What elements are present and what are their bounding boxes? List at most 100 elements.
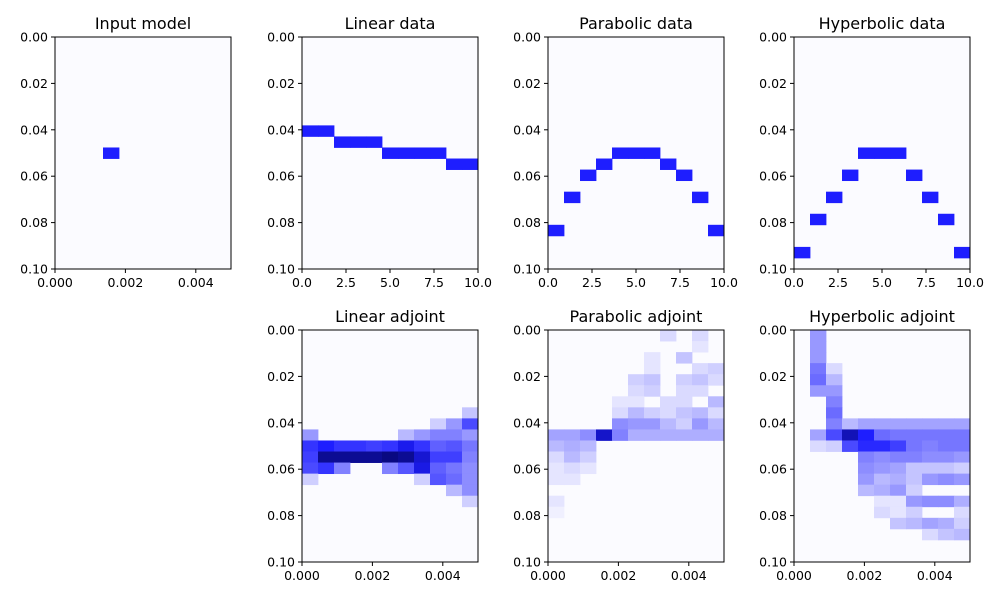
panel-title: Parabolic adjoint: [570, 307, 703, 326]
heatmap-cell-6-24: [874, 429, 891, 441]
heatmap-cell-5-0: [660, 330, 677, 342]
x-tick-label: 0.000: [284, 568, 320, 583]
heatmap-cell-5-44: [676, 429, 693, 441]
heatmap-cell-5-27: [692, 407, 709, 419]
heatmap-cell-6-51: [922, 462, 939, 475]
heatmap-cell-4-27: [398, 451, 415, 463]
y-tick-label: 0.08: [267, 508, 295, 523]
heatmap-cell-3-10: [954, 246, 971, 259]
heatmap-cell-5-7: [708, 363, 725, 375]
y-tick-label: 0.00: [759, 30, 787, 45]
heatmap-cell-6-49: [890, 462, 907, 475]
y-tick-label: 0.02: [267, 369, 295, 384]
y-tick-label: 0.08: [513, 508, 541, 523]
heatmap-cell-6-61: [858, 484, 875, 497]
heatmap-cell-6-3: [810, 363, 827, 375]
heatmap-cell-1-2: [334, 136, 351, 148]
heatmap-cell-3-6: [890, 147, 907, 159]
y-tick-label: 0.02: [759, 76, 787, 91]
y-tick-label: 0.00: [759, 323, 787, 338]
heatmap-cell-3-8: [922, 191, 939, 204]
heatmap-cell-3-9: [938, 213, 955, 226]
y-tick-label: 0.06: [513, 169, 541, 184]
heatmap-cell-6-28: [938, 429, 955, 441]
heatmap-cell-5-14: [644, 385, 661, 397]
heatmap-cell-6-79: [954, 517, 971, 530]
x-tick-label: 5.0: [626, 275, 646, 290]
heatmap-cell-6-25: [890, 429, 907, 441]
y-tick-label: 0.04: [267, 122, 295, 137]
heatmap-cell-5-6: [692, 363, 709, 375]
heatmap-cell-5-18: [628, 396, 645, 408]
heatmap-cell-4-37: [414, 462, 431, 475]
heatmap-cell-6-37: [922, 440, 939, 452]
heatmap-cell-6-65: [874, 495, 891, 508]
heatmap-cell-4-23: [334, 451, 351, 463]
heatmap-cell-6-69: [938, 495, 955, 508]
x-tick-label: 10.0: [464, 275, 492, 290]
heatmap-cell-4-19: [446, 440, 463, 452]
heatmap-cell-1-0: [302, 125, 319, 137]
heatmap-cell-6-6: [826, 374, 843, 386]
x-tick-label: 0.004: [671, 568, 707, 583]
y-tick-label: 0.10: [759, 555, 787, 570]
y-tick-label: 0.06: [513, 462, 541, 477]
heatmap-cell-4-39: [446, 462, 463, 475]
heatmap-cell-6-72: [890, 506, 907, 519]
heatmap-cell-5-11: [692, 374, 709, 386]
heatmap-cell-3-2: [826, 191, 843, 204]
x-tick-label: 10.0: [710, 275, 738, 290]
heatmap-cell-6-26: [906, 429, 923, 441]
heatmap-cell-5-48: [564, 440, 581, 452]
heatmap-cell-5-2: [692, 341, 709, 353]
heatmap-cell-2-3: [596, 158, 613, 170]
heatmap-cell-5-3: [644, 352, 661, 364]
panel-6: Hyperbolic adjoint 0.00 0.02 0.04 0.06 0.08 0.…: [759, 307, 971, 583]
x-tick-label: 0.000: [37, 275, 73, 290]
heatmap-cell-6-10: [826, 407, 843, 419]
heatmap-cell-1-4: [366, 136, 383, 148]
heatmap-cell-5-15: [676, 385, 693, 397]
heatmap-cell-6-45: [938, 451, 955, 463]
heatmap-cell-5-20: [676, 396, 693, 408]
heatmap-cell-6-55: [874, 473, 891, 486]
heatmap-cell-6-12: [842, 418, 859, 430]
heatmap-cell-6-2: [810, 352, 827, 364]
x-tick-label: 7.5: [916, 275, 936, 290]
heatmap-cell-6-60: [954, 473, 971, 486]
x-tick-label: 0.0: [784, 275, 804, 290]
y-tick-label: 0.06: [20, 169, 48, 184]
heatmap-cell-6-71: [874, 506, 891, 519]
y-tick-label: 0.06: [759, 462, 787, 477]
heatmap-cell-6-58: [922, 473, 939, 486]
y-tick-label: 0.00: [267, 30, 295, 45]
y-tick-label: 0.10: [513, 262, 541, 277]
x-tick-label: 0.002: [355, 568, 391, 583]
heatmap-cell-5-21: [708, 396, 725, 408]
heatmap-cell-6-68: [922, 495, 939, 508]
x-tick-label: 0.0: [292, 275, 312, 290]
heatmap-cell-6-9: [826, 396, 843, 408]
y-tick-label: 0.04: [513, 415, 541, 430]
y-tick-label: 0.08: [20, 215, 48, 230]
heatmap-cell-6-53: [954, 462, 971, 475]
heatmap-cell-5-22: [612, 407, 629, 419]
heatmap-cell-4-1: [430, 418, 447, 430]
heatmap-cell-4-32: [302, 462, 319, 475]
y-tick-label: 0.00: [20, 30, 48, 45]
heatmap-cell-3-1: [810, 213, 827, 226]
heatmap-cell-5-51: [564, 451, 581, 463]
heatmap-cell-4-46: [446, 484, 463, 497]
heatmap-cell-6-20: [810, 429, 827, 441]
heatmap-cell-6-4: [826, 363, 843, 375]
heatmap-cell-5-9: [644, 374, 661, 386]
heatmap-cell-5-32: [660, 418, 677, 430]
heatmap-cell-4-18: [430, 440, 447, 452]
panel-2: Parabolic data 0.00 0.02 0.04 0.06 0.08 0.100.…: [513, 14, 738, 290]
y-tick-label: 0.08: [759, 508, 787, 523]
y-tick-label: 0.10: [759, 262, 787, 277]
heatmap-cell-5-38: [580, 429, 597, 441]
y-tick-label: 0.10: [267, 262, 295, 277]
heatmap-cell-5-19: [660, 396, 677, 408]
heatmap-cell-6-38: [938, 440, 955, 452]
